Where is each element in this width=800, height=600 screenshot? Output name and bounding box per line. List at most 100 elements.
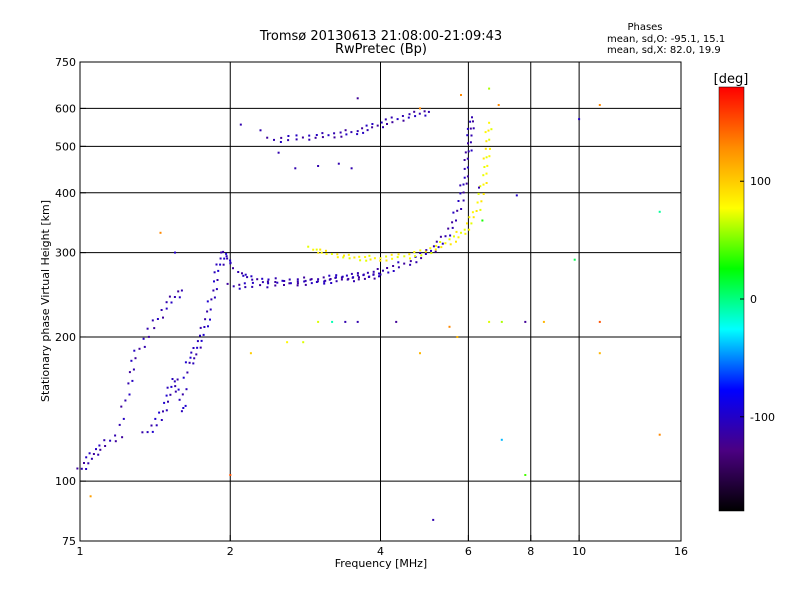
echo-point: [345, 274, 348, 277]
echo-point: [213, 280, 215, 283]
echo-point: [397, 266, 400, 269]
echo-point: [90, 457, 93, 460]
echo-point: [452, 211, 455, 214]
axis-ticks: 1 2 4 6 8 10 16 75 100 200 300 400 500 600 750: [55, 56, 688, 558]
echo-point: [366, 271, 369, 274]
echo-point: [295, 138, 298, 141]
echo-point: [432, 245, 435, 248]
echo-point: [238, 283, 241, 286]
echo-point: [229, 474, 232, 476]
echo-point: [466, 166, 469, 169]
echo-point: [413, 251, 416, 253]
echo-point: [376, 268, 379, 270]
echo-point: [342, 256, 345, 259]
echo-point: [424, 114, 427, 117]
echo-point: [202, 333, 205, 336]
echo-point: [167, 400, 169, 403]
echo-point: [368, 275, 371, 278]
echo-point: [188, 361, 191, 364]
echo-point: [467, 150, 470, 153]
echo-point: [296, 278, 299, 281]
echo-point: [128, 371, 131, 374]
echo-point: [397, 261, 400, 264]
echo-point: [200, 339, 203, 342]
echo-point: [317, 251, 320, 254]
echo-point: [325, 249, 327, 252]
echo-point: [193, 357, 196, 360]
echo-point: [259, 284, 262, 287]
echo-point: [386, 123, 388, 125]
echo-point: [451, 221, 454, 224]
echo-point: [327, 134, 330, 137]
echo-point: [170, 301, 173, 304]
echo-point: [307, 245, 310, 248]
echo-point: [402, 119, 405, 122]
echo-point: [420, 257, 423, 260]
echo-point: [437, 246, 440, 249]
echo-point: [128, 393, 131, 396]
echo-point: [457, 236, 460, 239]
echo-point: [177, 290, 180, 293]
echo-point: [424, 250, 427, 253]
echo-point: [430, 252, 433, 255]
echo-point: [344, 129, 347, 132]
echo-point: [460, 208, 463, 210]
echo-point: [335, 274, 338, 277]
echo-point: [598, 320, 601, 323]
echo-point: [122, 417, 125, 420]
echo-point: [121, 436, 124, 439]
echo-point: [357, 278, 360, 281]
echo-point: [310, 278, 313, 281]
echo-point: [302, 341, 305, 344]
echo-point: [396, 118, 399, 121]
y-tick-label: 500: [55, 140, 76, 153]
echo-point: [479, 185, 482, 188]
echo-point: [162, 316, 164, 319]
echo-point: [182, 407, 185, 409]
echo-point: [206, 300, 209, 303]
echo-point: [348, 257, 351, 260]
echo-point: [241, 272, 243, 275]
echo-point: [463, 176, 466, 179]
echo-point: [283, 280, 286, 282]
echo-point: [87, 462, 90, 465]
echo-point: [387, 271, 390, 274]
echo-point: [304, 283, 307, 286]
echo-point: [415, 261, 418, 264]
echo-point: [209, 308, 212, 311]
echo-point: [488, 155, 491, 158]
echo-point: [444, 235, 447, 238]
echo-point: [162, 410, 164, 413]
echo-point: [220, 251, 223, 254]
echo-point: [385, 259, 388, 262]
echo-point: [419, 252, 422, 254]
echo-point: [276, 281, 279, 284]
echo-point: [222, 263, 225, 266]
echo-point: [485, 172, 488, 175]
echo-point: [250, 275, 253, 278]
echo-point: [339, 131, 342, 134]
echo-point: [158, 411, 161, 414]
colorbar-label: [deg]: [714, 72, 749, 87]
echo-point: [83, 462, 85, 464]
echo-point: [350, 167, 353, 170]
echo-point: [368, 254, 371, 257]
echo-point: [151, 430, 154, 433]
echo-point: [482, 174, 485, 177]
echo-point: [178, 296, 181, 299]
echo-point: [542, 320, 545, 323]
echo-point: [418, 112, 421, 115]
echo-point: [434, 248, 437, 251]
echo-point: [459, 192, 462, 195]
echo-point: [163, 401, 166, 404]
echo-point: [186, 371, 189, 374]
echo-point: [204, 318, 207, 321]
echo-point: [317, 165, 320, 167]
echo-point: [403, 262, 406, 265]
echo-point: [358, 255, 361, 258]
echo-point: [397, 253, 400, 256]
echo-point: [320, 251, 323, 254]
echo-point: [195, 353, 198, 356]
echo-point: [573, 258, 576, 261]
echo-point: [390, 116, 393, 119]
